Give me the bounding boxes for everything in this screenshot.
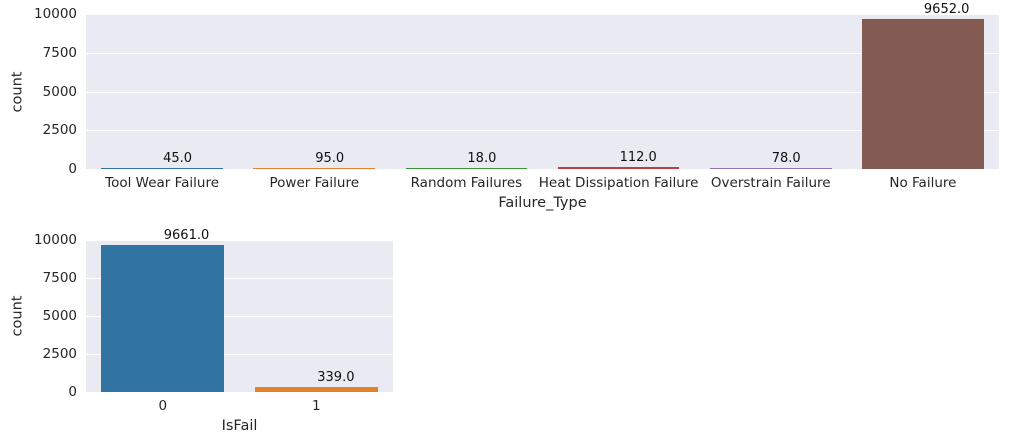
y-tick-label: 7500 <box>42 270 77 286</box>
x-axis-label: IsFail <box>221 418 258 434</box>
bar-0 <box>101 245 225 392</box>
x-tick-label: Heat Dissipation Failure <box>538 175 699 191</box>
gridline <box>86 354 393 355</box>
gridline <box>86 316 393 317</box>
gridline <box>86 278 393 279</box>
x-tick-label: No Failure <box>889 175 957 191</box>
x-tick-label: Overstrain Failure <box>710 175 831 191</box>
bar-1 <box>254 386 378 392</box>
gridline <box>86 14 999 15</box>
bar-heat-dissipation-failure <box>557 167 680 169</box>
x-axis-label: Failure_Type <box>498 195 587 211</box>
gridline <box>86 240 393 241</box>
x-tick-label: 0 <box>158 398 168 414</box>
y-tick-label: 10000 <box>34 232 77 248</box>
bar-value-label: 9652.0 <box>923 2 970 18</box>
y-tick-label: 2500 <box>42 122 77 139</box>
y-tick-label: 7500 <box>42 44 77 61</box>
y-tick-label: 5000 <box>42 308 77 324</box>
bar-overstrain-failure <box>709 167 832 169</box>
gridline <box>86 130 999 132</box>
y-tick-label: 10000 <box>34 6 77 22</box>
bar-value-label: 339.0 <box>317 369 355 385</box>
x-tick-label: Random Failures <box>410 175 523 191</box>
x-tick-label: Tool Wear Failure <box>105 175 220 191</box>
bar-random-failures <box>405 168 528 169</box>
bar-tool-wear-failure <box>101 168 223 169</box>
x-tick-label: 1 <box>311 398 321 414</box>
x-tick-label: Power Failure <box>269 175 360 191</box>
bar-value-label: 18.0 <box>467 151 497 166</box>
y-tick-label: 2500 <box>42 346 77 362</box>
gridline <box>86 91 999 93</box>
bar-value-label: 45.0 <box>163 151 193 166</box>
bar-power-failure <box>253 167 376 169</box>
bar-value-label: 95.0 <box>315 150 345 166</box>
bar-value-label: 78.0 <box>771 150 801 166</box>
bar-no-failure <box>862 19 984 169</box>
gridline <box>86 52 999 54</box>
y-tick-label: 0 <box>68 384 77 400</box>
bar-value-label: 9661.0 <box>163 228 210 244</box>
y-tick-label: 5000 <box>42 83 77 100</box>
bar-value-label: 112.0 <box>619 150 657 166</box>
y-tick-label: 0 <box>68 161 77 177</box>
